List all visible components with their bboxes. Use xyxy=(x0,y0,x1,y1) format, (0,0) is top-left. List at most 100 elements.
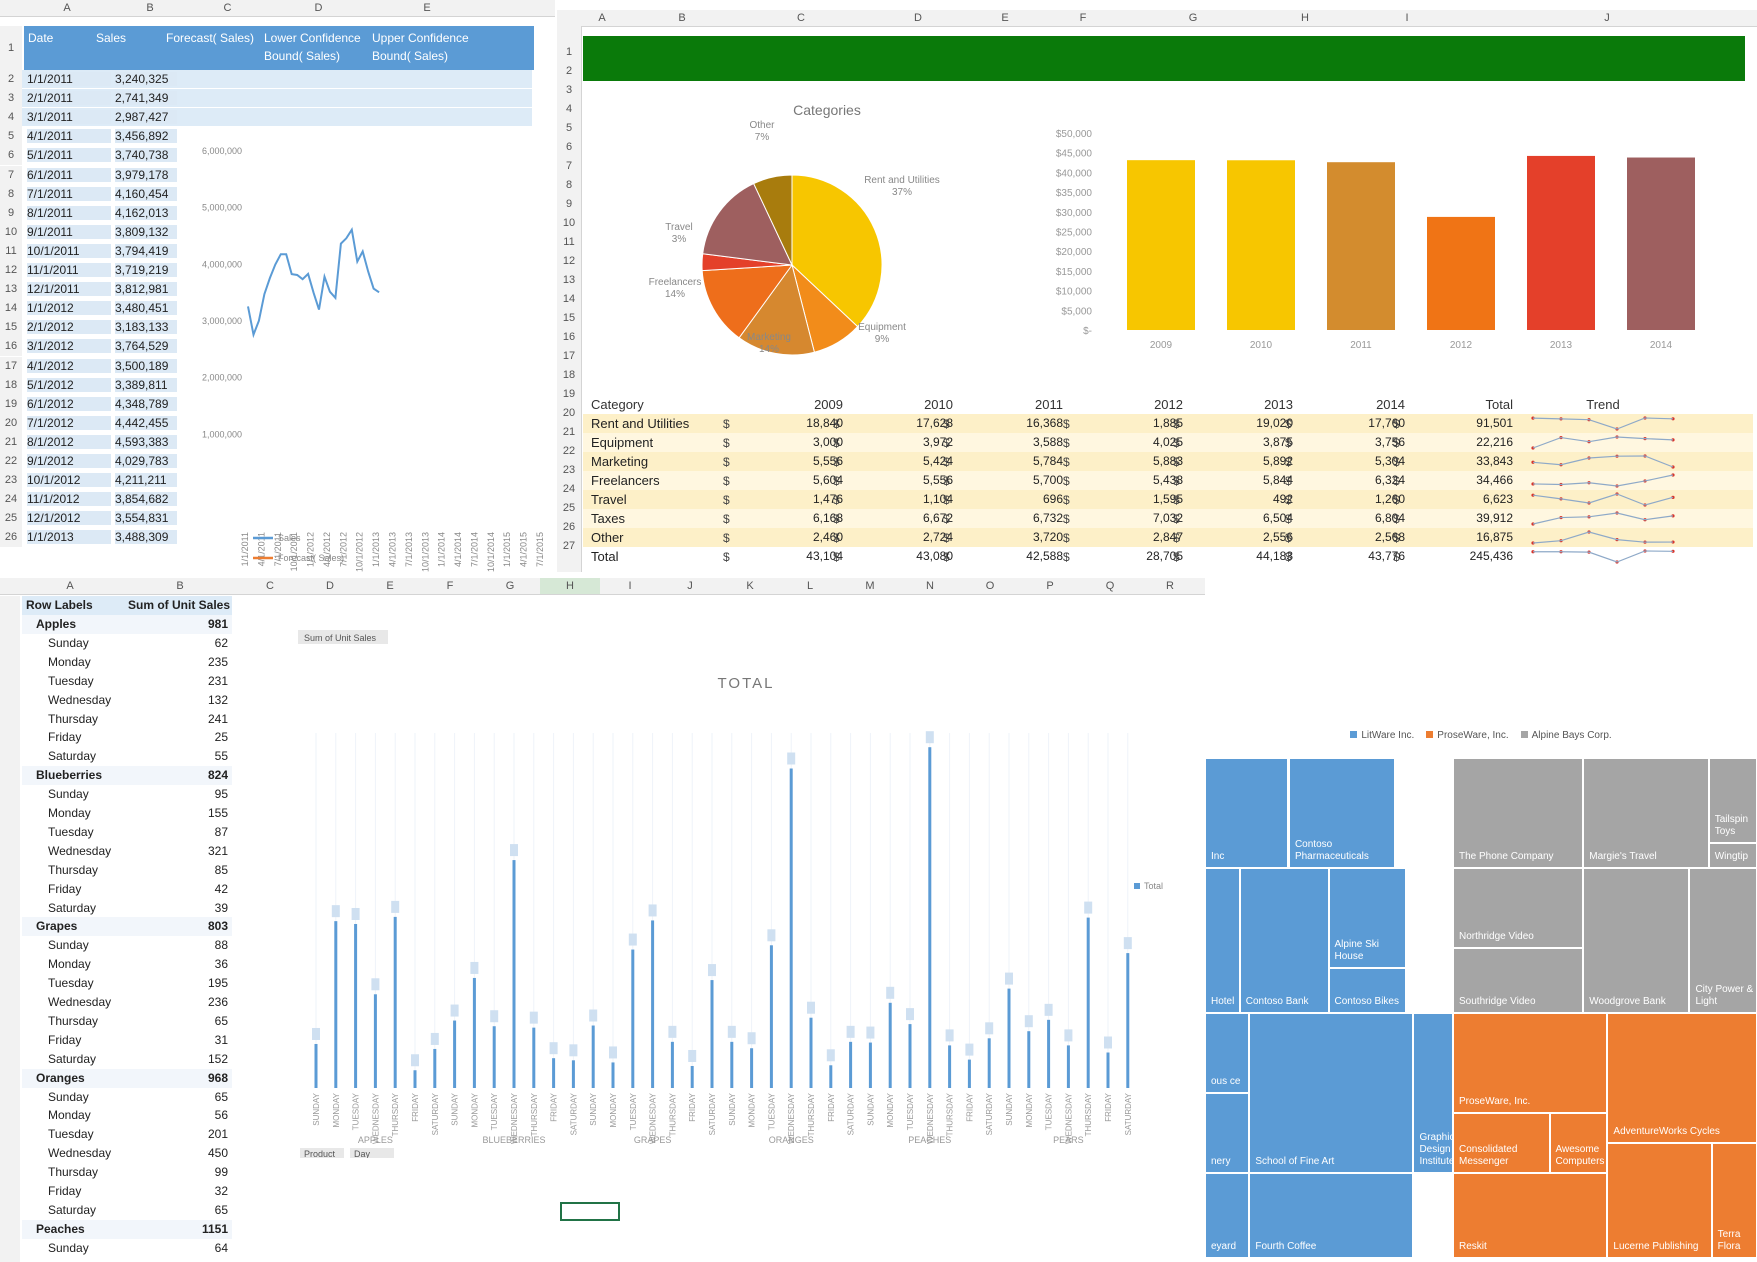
sales-cell[interactable]: 3,809,132 xyxy=(115,224,177,239)
column-header-l[interactable]: L xyxy=(806,580,814,592)
column-header-b[interactable]: B xyxy=(678,12,686,24)
pivot-row[interactable]: Saturday 55 xyxy=(22,747,232,766)
sales-cell[interactable]: 3,488,309 xyxy=(115,530,177,545)
column-header-h[interactable]: H xyxy=(540,578,600,594)
column-header-a[interactable]: A xyxy=(66,580,74,592)
sales-cell[interactable]: 3,183,133 xyxy=(115,320,177,335)
pivot-row[interactable]: Tuesday 87 xyxy=(22,823,232,842)
sales-cell[interactable]: 2,741,349 xyxy=(115,91,177,106)
pivot-row[interactable]: Thursday 99 xyxy=(22,1163,232,1182)
yearly-bar-chart[interactable]: $50,000 $45,000 $40,000 $35,000 $30,000 $25,0… xyxy=(1047,125,1747,400)
pivot-row[interactable]: Tuesday 195 xyxy=(22,974,232,993)
column-header-n[interactable]: N xyxy=(926,580,934,592)
sales-cell[interactable]: 3,979,178 xyxy=(115,167,177,182)
column-header-f[interactable]: F xyxy=(446,580,454,592)
pivot-row[interactable]: Friday 42 xyxy=(22,880,232,899)
treemap-tile[interactable]: Awesome Computers xyxy=(1549,1113,1608,1173)
pivot-row[interactable]: Wednesday 450 xyxy=(22,1144,232,1163)
column-header-b[interactable]: B xyxy=(146,2,154,14)
treemap-tile[interactable]: Margie's Travel xyxy=(1583,758,1709,868)
treemap-tile[interactable]: Graphic Design Institute xyxy=(1413,1013,1453,1173)
pivot-row[interactable]: Wednesday 321 xyxy=(22,842,232,861)
column-header-e[interactable]: E xyxy=(386,580,394,592)
pivot-group-row[interactable]: Blueberries 824 xyxy=(22,766,232,786)
treemap-tile[interactable]: ous ce xyxy=(1205,1013,1250,1093)
categories-pie-chart[interactable]: Categories Other 7% Rent and Utilities 37% Eq… xyxy=(627,90,1027,400)
treemap-tile[interactable]: Reskit xyxy=(1453,1173,1608,1258)
column-header-b[interactable]: B xyxy=(176,580,184,592)
sales-cell[interactable]: 2,987,427 xyxy=(115,110,177,125)
column-header-c[interactable]: C xyxy=(797,12,805,24)
treemap-tile[interactable]: Inc xyxy=(1205,758,1288,868)
date-cell[interactable]: 8/1/2012 xyxy=(27,434,111,449)
column-header-a[interactable]: A xyxy=(63,2,71,14)
date-cell[interactable]: 6/1/2011 xyxy=(27,167,111,182)
pivot-row[interactable]: Thursday 241 xyxy=(22,710,232,729)
date-cell[interactable]: 11/1/2011 xyxy=(27,263,111,277)
column-header-p[interactable]: P xyxy=(1046,580,1054,592)
treemap-tile[interactable]: Terra Flora xyxy=(1711,1143,1757,1258)
column-header-a[interactable]: A xyxy=(598,12,606,24)
treemap-tile[interactable]: Contoso Pharmaceuticals xyxy=(1288,758,1396,868)
column-header-j[interactable]: J xyxy=(687,580,693,592)
treemap-tile[interactable]: Hotel xyxy=(1205,868,1240,1013)
treemap-tile[interactable]: Lucerne Publishing xyxy=(1607,1143,1712,1258)
sales-cell[interactable]: 3,854,682 xyxy=(115,492,177,507)
treemap-tile[interactable]: The Phone Company xyxy=(1453,758,1584,868)
date-cell[interactable]: 1/1/2011 xyxy=(27,72,111,86)
date-cell[interactable]: 11/1/2012 xyxy=(27,492,111,507)
date-cell[interactable]: 7/1/2011 xyxy=(27,186,111,201)
pivot-group-row[interactable]: Grapes 803 xyxy=(22,917,232,937)
date-cell[interactable]: 5/1/2012 xyxy=(27,377,111,392)
date-cell[interactable]: 9/1/2011 xyxy=(27,224,111,239)
sales-cell[interactable]: 4,442,455 xyxy=(115,415,177,430)
treemap-tile[interactable]: eyard xyxy=(1205,1173,1250,1258)
pivot-row[interactable]: Friday 31 xyxy=(22,1031,232,1050)
column-header-d[interactable]: D xyxy=(914,12,922,24)
date-cell[interactable]: 1/1/2013 xyxy=(27,530,111,545)
treemap-tile[interactable]: AdventureWorks Cycles xyxy=(1607,1013,1757,1143)
sales-cell[interactable]: 3,719,219 xyxy=(115,263,177,277)
selected-cell[interactable] xyxy=(560,1202,620,1221)
treemap-tile[interactable]: Alpine Ski House xyxy=(1328,868,1406,968)
column-header-g[interactable]: G xyxy=(505,580,515,592)
sales-cell[interactable]: 3,764,529 xyxy=(115,339,177,354)
column-header-r[interactable]: R xyxy=(1166,580,1174,592)
column-header-c[interactable]: C xyxy=(223,2,232,14)
treemap-tile[interactable]: Woodgrove Bank xyxy=(1583,868,1690,1013)
column-header-h[interactable]: H xyxy=(1301,12,1309,24)
pivot-row[interactable]: Tuesday 231 xyxy=(22,672,232,691)
column-header-c[interactable]: C xyxy=(266,580,274,592)
pivot-row[interactable]: Friday 25 xyxy=(22,728,232,747)
pivot-row[interactable]: Friday 32 xyxy=(22,1182,232,1201)
date-cell[interactable]: 3/1/2011 xyxy=(27,110,111,125)
pivot-row[interactable]: Monday 36 xyxy=(22,955,232,974)
column-header-o[interactable]: O xyxy=(985,580,995,592)
sales-cell[interactable]: 3,740,738 xyxy=(115,148,177,163)
sales-cell[interactable]: 4,211,211 xyxy=(115,473,177,488)
pivot-column-chart[interactable]: Sum of Unit Sales TOTAL Total SUNDAY MONDAY T… xyxy=(296,618,1201,1160)
column-header-i[interactable]: I xyxy=(1405,12,1409,24)
sales-cell[interactable]: 4,348,789 xyxy=(115,396,177,411)
date-cell[interactable]: 7/1/2012 xyxy=(27,415,111,430)
column-header-k[interactable]: K xyxy=(746,580,754,592)
pivot-group-row[interactable]: Apples 981 xyxy=(22,615,232,634)
date-cell[interactable]: 8/1/2011 xyxy=(27,205,111,220)
column-header-q[interactable]: Q xyxy=(1105,580,1115,592)
column-header-m[interactable]: M xyxy=(865,580,875,592)
pivot-row[interactable]: Sunday 62 xyxy=(22,634,232,653)
treemap-tile[interactable]: Fourth Coffee xyxy=(1249,1173,1414,1258)
sales-cell[interactable]: 4,593,383 xyxy=(115,434,177,449)
date-cell[interactable]: 10/1/2012 xyxy=(27,473,111,488)
date-cell[interactable]: 10/1/2011 xyxy=(27,243,111,258)
date-cell[interactable]: 6/1/2012 xyxy=(27,396,111,411)
column-header-d[interactable]: D xyxy=(326,580,334,592)
forecast-chart[interactable]: 6,000,000 5,000,000 4,000,000 3,000,000 2,00… xyxy=(188,138,555,572)
sales-cell[interactable]: 4,160,454 xyxy=(115,186,177,201)
pivot-group-row[interactable]: Peaches 1151 xyxy=(22,1219,232,1239)
pivot-row[interactable]: Monday 155 xyxy=(22,804,232,823)
treemap-tile[interactable]: City Power & Light xyxy=(1689,868,1757,1013)
sales-cell[interactable]: 3,480,451 xyxy=(115,301,177,316)
treemap-tile[interactable]: Northridge Video xyxy=(1453,868,1584,948)
treemap-tile[interactable]: School of Fine Art xyxy=(1249,1013,1414,1173)
